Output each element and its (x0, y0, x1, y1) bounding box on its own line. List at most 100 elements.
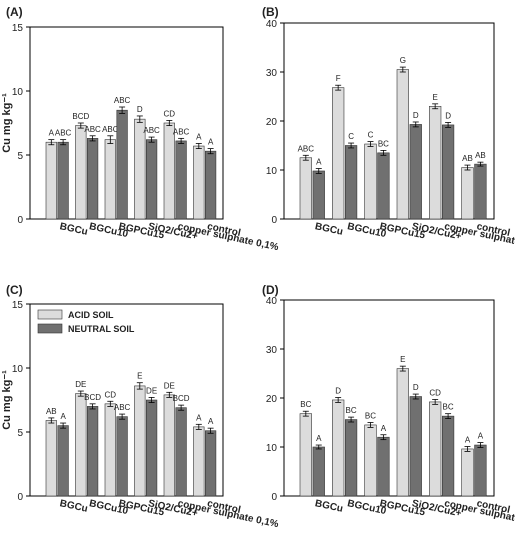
bar (175, 140, 187, 220)
significance-letter: A (208, 417, 214, 426)
significance-letter: DE (75, 380, 86, 389)
bar (57, 425, 69, 497)
significance-letter: A (196, 413, 202, 422)
significance-letter: ABC (298, 144, 315, 153)
y-tick-label: 30 (266, 68, 278, 79)
legend-label: ACID SOIL (68, 310, 114, 320)
bar (163, 394, 175, 497)
bar (87, 138, 99, 220)
significance-letter: E (432, 93, 437, 102)
y-tick-label: 5 (17, 428, 23, 439)
bar (146, 139, 158, 220)
bar (409, 396, 422, 497)
significance-letter: A (478, 432, 484, 441)
x-tick-label: BGCu (314, 498, 344, 515)
panel-label: (C) (6, 283, 23, 297)
significance-letter: A (465, 436, 471, 445)
significance-letter: A (60, 412, 66, 421)
bar (75, 393, 87, 497)
y-tick-label: 40 (266, 19, 278, 30)
legend-swatch (37, 309, 63, 320)
bar (332, 87, 345, 220)
bar (344, 419, 358, 497)
bar (461, 448, 474, 497)
bar (205, 150, 217, 220)
y-axis-label: Cu mg kg⁻¹ (1, 93, 13, 153)
significance-letter: ABC (114, 96, 131, 105)
x-tick-label: BGCu (59, 498, 89, 515)
bar (45, 141, 57, 220)
significance-letter: ABC (173, 127, 190, 136)
significance-letter: BCD (72, 112, 89, 121)
significance-letter: AB (475, 151, 486, 160)
legend-label: NEUTRAL SOIL (68, 324, 135, 334)
y-tick-label: 15 (12, 300, 24, 311)
significance-letter: DE (164, 381, 175, 390)
x-tick-label: BGCu (59, 221, 89, 238)
bar (134, 385, 146, 497)
significance-letter: CD (429, 388, 441, 397)
bar (364, 143, 377, 220)
significance-letter: A (316, 434, 322, 443)
significance-letter: D (445, 111, 451, 120)
bar (193, 426, 205, 497)
significance-letter: BCD (173, 394, 190, 403)
significance-letter: A (381, 424, 387, 433)
y-tick-label: 10 (266, 443, 278, 454)
bar (299, 413, 312, 497)
bar (193, 145, 205, 220)
chart-panel: (B)010203040ABCABGCuFCBGCu10CBCBGPCu15GD… (262, 5, 515, 253)
y-tick-label: 15 (12, 23, 24, 34)
significance-letter: D (335, 387, 341, 396)
y-tick-label: 0 (17, 215, 23, 226)
panel-label: (A) (6, 5, 23, 19)
significance-letter: BCD (84, 393, 101, 402)
y-tick-label: 10 (12, 364, 24, 375)
bar (364, 424, 377, 497)
significance-letter: DE (146, 386, 157, 395)
bar (441, 124, 455, 220)
significance-letter: BC (443, 403, 454, 412)
bar (312, 446, 325, 497)
bar (45, 420, 57, 497)
bar (441, 415, 455, 497)
bar (116, 416, 128, 497)
significance-letter: ABC (84, 125, 101, 134)
bar (344, 145, 358, 220)
significance-letter: D (137, 105, 143, 114)
y-tick-label: 5 (17, 151, 23, 162)
y-tick-label: 20 (266, 394, 278, 405)
bar (87, 406, 99, 497)
bar (175, 407, 187, 497)
bar (75, 125, 87, 220)
significance-letter: A (49, 129, 55, 138)
bar (104, 403, 116, 497)
bar (429, 401, 442, 497)
bar (332, 399, 345, 497)
significance-letter: AB (46, 407, 57, 416)
y-tick-label: 0 (271, 492, 277, 503)
significance-letter: CD (105, 390, 117, 399)
chart-panel: (D)010203040BCABGCuDBCBGCu10BCABGPCu15ED… (262, 283, 515, 530)
significance-letter: A (208, 138, 214, 147)
bar (474, 444, 487, 497)
y-axis-label: Cu mg kg⁻¹ (1, 370, 13, 430)
bar (205, 430, 217, 497)
significance-letter: ABC (114, 403, 131, 412)
panel-label: (B) (262, 5, 279, 19)
y-tick-label: 10 (266, 166, 278, 177)
significance-letter: F (336, 74, 341, 83)
bar (299, 157, 312, 220)
bar (474, 163, 487, 220)
bar (116, 109, 128, 220)
x-tick-label: BGCu (314, 221, 344, 238)
legend-swatch (37, 323, 63, 334)
bar (396, 368, 409, 497)
significance-letter: E (400, 355, 405, 364)
significance-letter: AB (462, 154, 473, 163)
significance-letter: C (348, 132, 354, 141)
significance-letter: A (196, 132, 202, 141)
